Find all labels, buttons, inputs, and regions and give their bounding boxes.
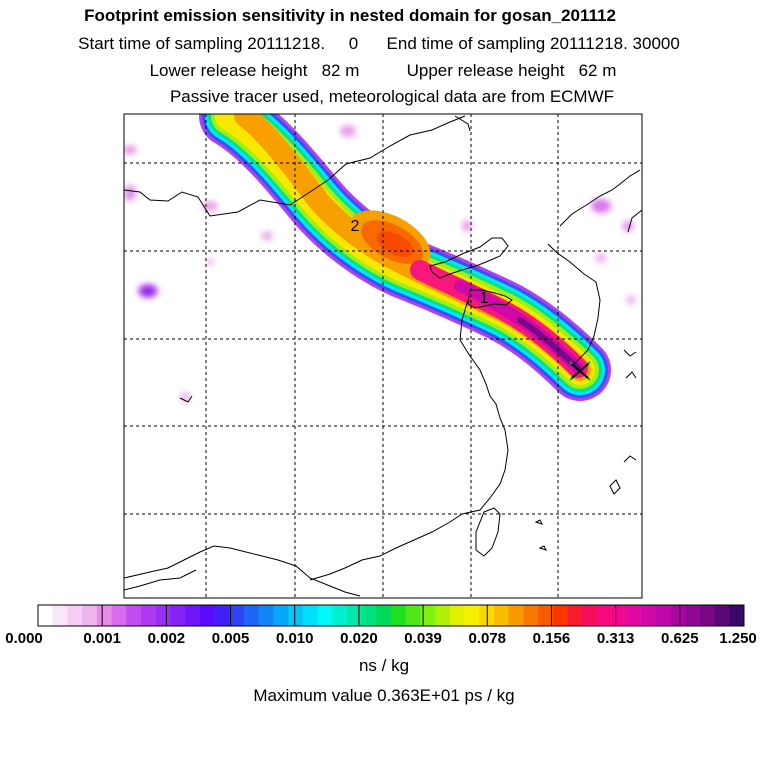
colorbar-segment: [670, 605, 686, 626]
colorbar-segment: [155, 605, 171, 626]
colorbar-tick-label: 0.005: [211, 630, 250, 647]
colorbar-segment: [641, 605, 657, 626]
map-frame: [123, 113, 643, 599]
colorbar-segment: [714, 605, 730, 626]
colorbar-segment: [199, 605, 215, 626]
colorbar-segment: [729, 605, 745, 626]
colorbar-segment: [567, 605, 583, 626]
colorbar-segment: [582, 605, 598, 626]
colorbar-segment: [52, 605, 68, 626]
colorbar-segment: [214, 605, 230, 626]
tracer-info: Passive tracer used, meteorological data…: [169, 87, 615, 106]
colorbar-segment: [126, 605, 142, 626]
colorbar-segment: [538, 605, 554, 626]
colorbar-segment: [317, 605, 333, 626]
colorbar-segment: [685, 605, 701, 626]
colorbar-segment: [376, 605, 392, 626]
colorbar-segment: [449, 605, 465, 626]
maximum-value: Maximum value 0.363E+01 ps / kg: [253, 686, 515, 705]
colorbar-segment: [258, 605, 274, 626]
colorbar-segment: [170, 605, 186, 626]
marker-label-2: 2: [351, 218, 360, 235]
colorbar-segment: [699, 605, 715, 626]
release-heights: Lower release height 82 m Upper release …: [149, 61, 617, 80]
colorbar-segment: [626, 605, 642, 626]
marker-label-1: 1: [480, 290, 489, 307]
colorbar-segment: [96, 605, 112, 626]
colorbar-segment: [508, 605, 524, 626]
sampling-times: Start time of sampling 20111218. 0 End t…: [78, 34, 680, 53]
colorbar-segment: [405, 605, 421, 626]
colorbar-segment: [435, 605, 451, 626]
colorbar-segment: [229, 605, 245, 626]
coastlines: [124, 115, 642, 597]
colorbar-segment: [38, 605, 54, 626]
colorbar-segment: [361, 605, 377, 626]
colorbar-segment: [552, 605, 568, 626]
colorbar-segment: [302, 605, 318, 626]
colorbar-segment: [111, 605, 127, 626]
colorbar-segment: [346, 605, 362, 626]
colorbar-frame: [37, 604, 745, 627]
colorbar-segment: [67, 605, 83, 626]
colorbar-segment: [420, 605, 436, 626]
colorbar-tick-label: 1.250: [719, 630, 757, 647]
colorbar-segment: [243, 605, 259, 626]
sensitivity-speckles: [124, 125, 636, 403]
colorbar-tick-label: 0.313: [596, 630, 635, 647]
colorbar: [38, 605, 745, 626]
colorbar-tick-label: 0.625: [661, 630, 699, 647]
colorbar-tick-label: 0.002: [147, 630, 186, 647]
colorbar-tick-label: 0.039: [404, 630, 442, 647]
map-area: 1 2: [124, 114, 642, 598]
colorbar-segment: [288, 605, 304, 626]
colorbar-segment: [655, 605, 671, 626]
colorbar-tick-label: 0.020: [340, 630, 378, 647]
receptor-station-icon: [569, 361, 591, 381]
colorbar-tick-label: 0.001: [83, 630, 121, 647]
colorbar-tick-label: 0.000: [5, 630, 43, 647]
colorbar-segment: [332, 605, 348, 626]
colorbar-segment: [391, 605, 407, 626]
colorbar-segment: [464, 605, 480, 626]
colorbar-tick-label: 0.010: [275, 630, 314, 647]
lat-lon-grid: [124, 114, 642, 598]
colorbar-segment: [185, 605, 201, 626]
plot-title: Footprint emission sensitivity in nested…: [84, 6, 616, 25]
colorbar-segment: [140, 605, 156, 626]
colorbar-segment: [273, 605, 289, 626]
colorbar-segment: [611, 605, 627, 626]
colorbar-segment: [493, 605, 509, 626]
colorbar-segment: [82, 605, 98, 626]
colorbar-units: ns / kg: [358, 656, 410, 675]
colorbar-tick-label: 0.156: [532, 630, 571, 647]
colorbar-segment: [523, 605, 539, 626]
colorbar-tick-label: 0.078: [468, 630, 507, 647]
colorbar-segment: [596, 605, 612, 626]
colorbar-segment: [479, 605, 495, 626]
